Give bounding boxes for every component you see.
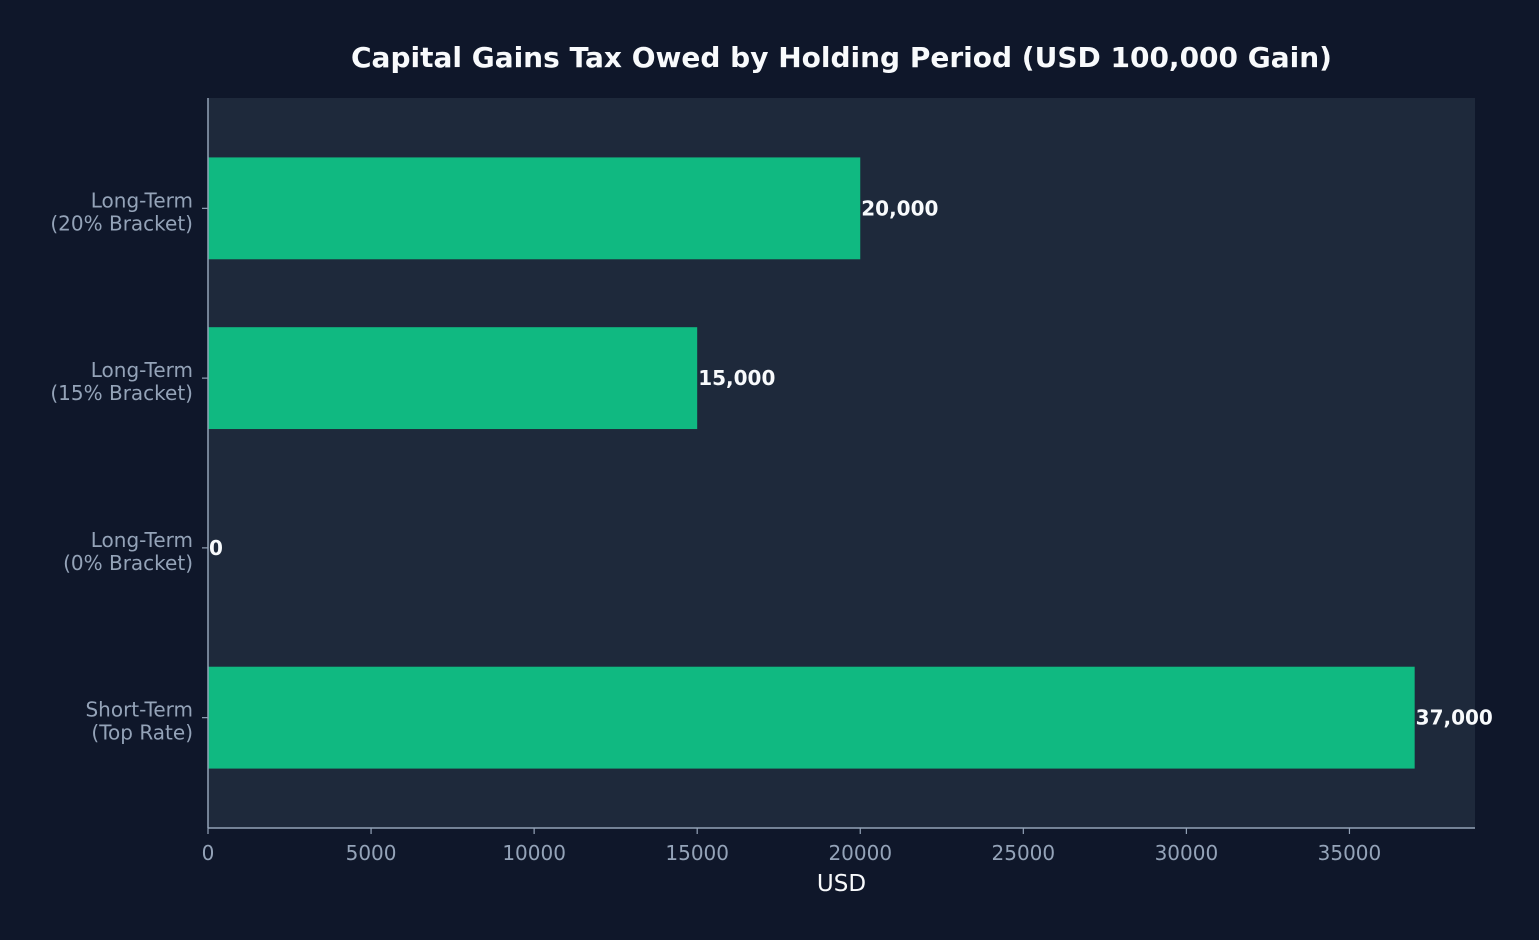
- data-label: 0: [209, 536, 223, 560]
- y-tick-label-line: (20% Bracket): [50, 211, 193, 235]
- bar: [208, 666, 1415, 769]
- y-ticks-group: Short-Term (Top Rate)Long-Term (0% Bracket…: [50, 188, 208, 745]
- y-tick-label-line: (15% Bracket): [50, 381, 193, 405]
- x-tick-label: 10000: [502, 841, 566, 865]
- bar: [208, 327, 698, 430]
- x-tick-label: 25000: [992, 841, 1056, 865]
- data-label: 37,000: [1416, 706, 1493, 730]
- y-tick-label-line: Short-Term: [85, 698, 193, 722]
- y-tick-label-line: Long-Term: [91, 188, 193, 212]
- y-tick-label: Long-Term (0% Bracket): [63, 528, 193, 575]
- x-tick-label: 30000: [1155, 841, 1219, 865]
- x-ticks-group: 0 5000 10000 15000 20000 25000 30000 35000: [202, 828, 1382, 865]
- bars-group: [208, 157, 1415, 769]
- y-tick-label: Long-Term (20% Bracket): [50, 188, 193, 235]
- bar: [208, 157, 861, 260]
- y-tick-label: Short-Term (Top Rate): [85, 698, 193, 745]
- data-label: 15,000: [698, 366, 775, 390]
- data-labels-group: 37,000 0 15,000 20,000: [209, 196, 1493, 729]
- data-label: 20,000: [861, 196, 938, 220]
- axes-group: [207, 98, 1475, 829]
- y-tick-label-line: Long-Term: [91, 358, 193, 382]
- x-tick-label: 20000: [828, 841, 892, 865]
- x-tick-label: 5000: [346, 841, 397, 865]
- chart-title: Capital Gains Tax Owed by Holding Period…: [351, 41, 1332, 74]
- y-tick-label-line: (Top Rate): [91, 721, 193, 745]
- x-tick-label: 15000: [665, 841, 729, 865]
- y-tick-label-line: Long-Term: [91, 528, 193, 552]
- x-tick-label: 0: [202, 841, 215, 865]
- y-tick-label: Long-Term (15% Bracket): [50, 358, 193, 405]
- x-axis-label: USD: [817, 871, 866, 897]
- y-tick-label-line: (0% Bracket): [63, 551, 193, 575]
- x-tick-label: 35000: [1318, 841, 1382, 865]
